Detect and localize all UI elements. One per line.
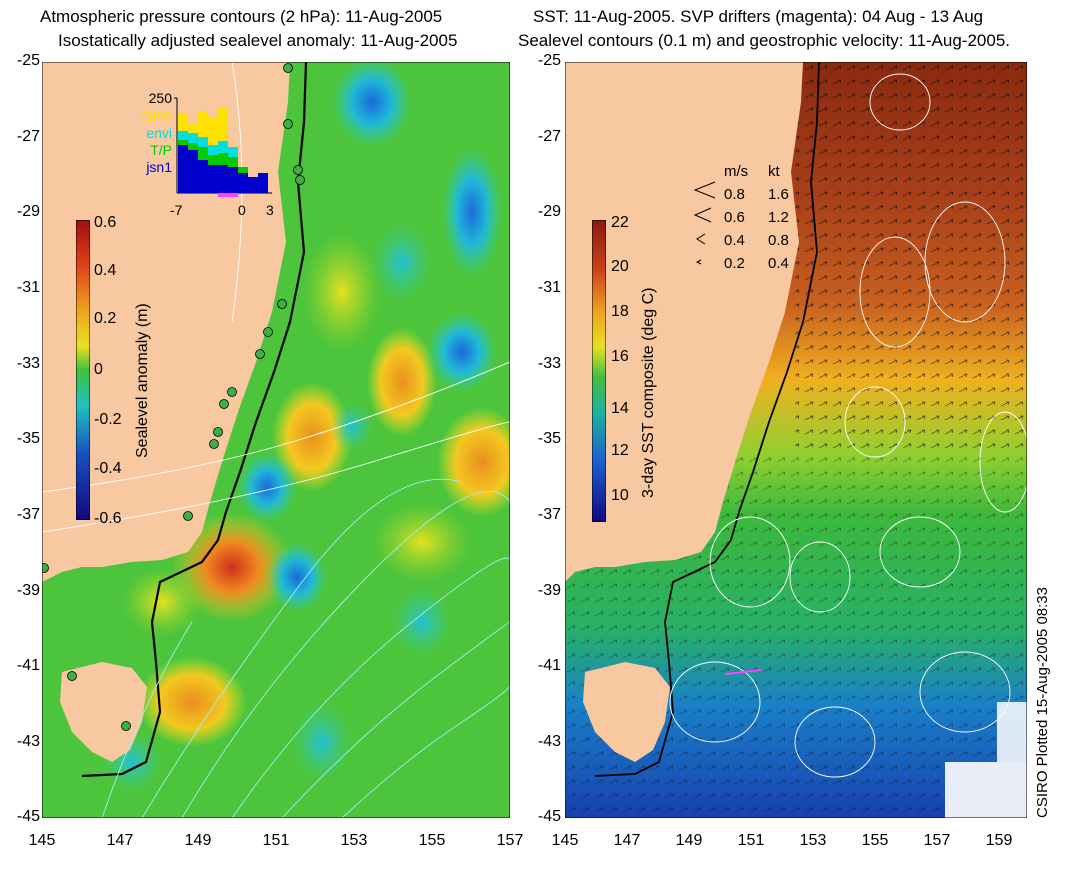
right-xtick-149: 149 [675, 832, 703, 849]
sealevel-cbar-tick-0.4: 0.4 [94, 262, 117, 279]
right-xtick-155: 155 [861, 832, 889, 849]
left-ytick-29: -29 [16, 203, 40, 220]
legend-tp: T/P [150, 142, 172, 158]
vel-row2-ms: 0.6 [724, 209, 745, 226]
vel-row3-kt: 0.8 [768, 232, 789, 249]
right-ytick-33: -33 [537, 355, 561, 372]
velocity-legend: m/s kt 0.8 1.6 0.6 1.2 0.4 0.8 0.2 0.4 [724, 160, 789, 275]
right-xtick-159: 159 [985, 832, 1013, 849]
right-ytick-25: -25 [537, 52, 561, 69]
left-ytick-45: -45 [16, 808, 40, 825]
right-ytick-29: -29 [537, 203, 561, 220]
left-xtick-157: 157 [496, 832, 524, 849]
right-xtick-153: 153 [799, 832, 827, 849]
right-xtick-145: 145 [551, 832, 579, 849]
inset-xtick-3: 3 [266, 202, 274, 218]
sealevel-cbar-tick-0.2: 0.2 [94, 310, 117, 327]
left-ytick-31: -31 [16, 279, 40, 296]
sealevel-colorbar [76, 220, 90, 520]
inset-satellite-legend: GFO envi T/P jsn1 [124, 108, 172, 176]
velocity-legend-arrows [693, 180, 717, 270]
sealevel-cbar-label: Sealevel anomaly (m) [134, 303, 151, 458]
sst-tasmania [583, 662, 670, 762]
tasmania [60, 662, 147, 762]
sealevel-cbar-tick-neg0.4: -0.4 [94, 460, 122, 477]
right-ytick-41: -41 [537, 657, 561, 674]
sst-cbar-tick-12: 12 [611, 442, 629, 459]
left-ytick-39: -39 [16, 582, 40, 599]
sealevel-cbar-tick-0.6: 0.6 [94, 214, 117, 231]
vel-row1-ms: 0.8 [724, 186, 745, 203]
vel-row4-kt: 0.4 [768, 255, 789, 272]
sst-cbar-tick-14: 14 [611, 400, 629, 417]
sst-colorbar [592, 220, 606, 522]
sealevel-map [42, 62, 510, 818]
right-xtick-151: 151 [737, 832, 765, 849]
right-ytick-37: -37 [537, 506, 561, 523]
inset-xtick-1: -7 [170, 202, 183, 218]
right-ytick-39: -39 [537, 582, 561, 599]
right-ytick-43: -43 [537, 733, 561, 750]
legend-envi: envi [146, 125, 172, 141]
right-xtick-147: 147 [613, 832, 641, 849]
left-xtick-153: 153 [340, 832, 368, 849]
left-xtick-147: 147 [106, 832, 134, 849]
left-ytick-37: -37 [16, 506, 40, 523]
left-xtick-145: 145 [28, 832, 56, 849]
left-ytick-35: -35 [16, 430, 40, 447]
sst-cbar-tick-20: 20 [611, 258, 629, 275]
left-xtick-149: 149 [184, 832, 212, 849]
sst-mainland-australia [565, 62, 803, 582]
right-ytick-45: -45 [537, 808, 561, 825]
left-title-line2: Isostatically adjusted sealevel anomaly:… [58, 31, 458, 50]
left-ytick-41: -41 [16, 657, 40, 674]
inset-count-label: 250 [148, 90, 172, 106]
sst-map [565, 62, 1027, 818]
left-ytick-33: -33 [16, 355, 40, 372]
sealevel-cbar-tick-neg0.2: -0.2 [94, 411, 122, 428]
left-xtick-151: 151 [262, 832, 290, 849]
left-ytick-43: -43 [16, 733, 40, 750]
right-ytick-31: -31 [537, 279, 561, 296]
sealevel-cbar-tick-neg0.6: -0.6 [94, 510, 122, 527]
sst-cbar-tick-16: 16 [611, 348, 629, 365]
sst-cbar-tick-22: 22 [611, 214, 629, 231]
left-ytick-25: -25 [16, 52, 40, 69]
satellite-histogram-inset [174, 95, 274, 205]
right-xtick-157: 157 [923, 832, 951, 849]
right-title-line1: SST: 11-Aug-2005. SVP drifters (magenta)… [533, 7, 984, 26]
right-ytick-27: -27 [537, 128, 561, 145]
vel-row2-kt: 1.2 [768, 209, 789, 226]
left-xtick-155: 155 [418, 832, 446, 849]
vel-header-kt: kt [768, 163, 780, 180]
left-ytick-27: -27 [16, 128, 40, 145]
sealevel-cbar-tick-0: 0 [94, 361, 103, 378]
right-title-line2: Sealevel contours (0.1 m) and geostrophi… [518, 31, 1011, 50]
right-ytick-35: -35 [537, 430, 561, 447]
plot-timestamp-note: CSIRO Plotted 15-Aug-2005 08:33 [1034, 587, 1051, 818]
vel-header-ms: m/s [724, 163, 749, 180]
vel-row3-ms: 0.4 [724, 232, 745, 249]
left-title-line1: Atmospheric pressure contours (2 hPa): 1… [40, 7, 443, 26]
inset-xtick-2: 0 [238, 202, 246, 218]
vel-row4-ms: 0.2 [724, 255, 745, 272]
sst-cbar-label: 3-day SST composite (deg C) [640, 287, 657, 498]
sst-cbar-tick-10: 10 [611, 487, 629, 504]
legend-jsn1: jsn1 [146, 159, 172, 175]
legend-gfo: GFO [141, 108, 172, 124]
vel-row1-kt: 1.6 [768, 186, 789, 203]
sst-cbar-tick-18: 18 [611, 303, 629, 320]
